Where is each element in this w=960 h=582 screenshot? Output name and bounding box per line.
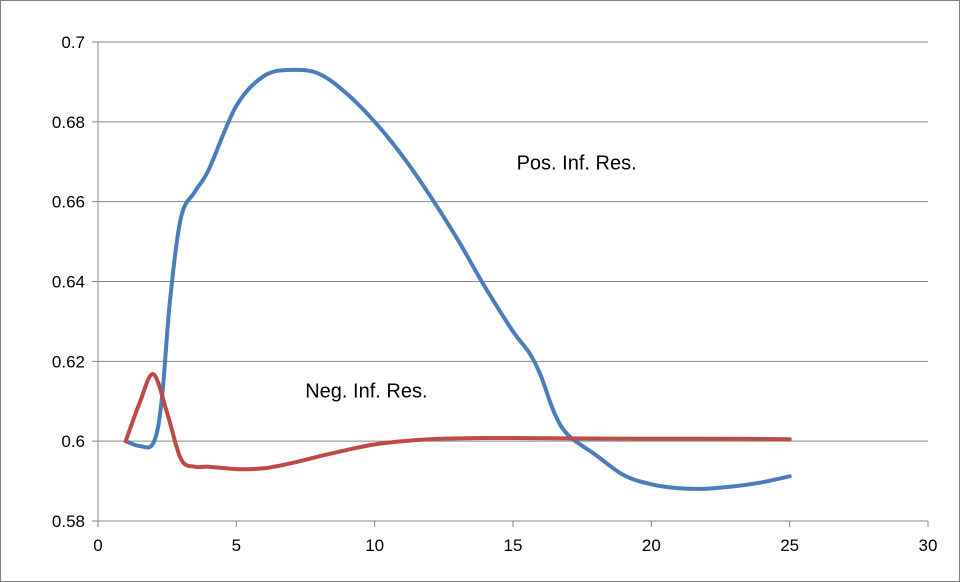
y-tick-label: 0.58: [52, 512, 85, 531]
y-tick-label: 0.68: [52, 113, 85, 132]
annotation-neg-inf-res: Neg. Inf. Res.: [305, 380, 427, 402]
x-tick-label: 25: [780, 536, 799, 555]
x-tick-label: 20: [642, 536, 661, 555]
gridlines: [92, 41, 928, 522]
annotations: Pos. Inf. Res. Neg. Inf. Res.: [305, 153, 636, 403]
axes: [97, 42, 929, 527]
y-tick-label: 0.64: [52, 273, 85, 292]
y-tick-label: 0.62: [52, 352, 85, 371]
series-line-red: [123, 372, 792, 472]
x-tick-label: 10: [365, 536, 384, 555]
x-tick-label: 15: [504, 536, 523, 555]
y-tick-label: 0.6: [61, 432, 85, 451]
series-lines: [123, 67, 792, 491]
x-tick-label: 30: [919, 536, 938, 555]
series-line-blue: [123, 67, 792, 491]
x-tick-label: 0: [93, 536, 102, 555]
annotation-pos-inf-res: Pos. Inf. Res.: [517, 153, 637, 175]
y-tick-label: 0.7: [61, 33, 85, 52]
x-tick-label: 5: [232, 536, 241, 555]
y-tick-label: 0.66: [52, 193, 85, 212]
tick-labels: 0.58 0.6 0.62 0.64 0.66 0.68 0.7 0 5 10 15 20 25 30: [52, 33, 938, 555]
